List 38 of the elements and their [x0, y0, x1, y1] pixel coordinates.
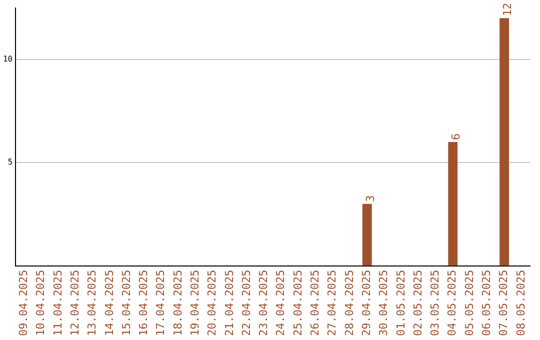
x-tick-label: 10.04.2025 — [34, 270, 48, 336]
x-tick-label: 30.04.2025 — [377, 270, 390, 336]
y-tick-label: 10 — [2, 54, 13, 64]
y-tick-label: 5 — [8, 158, 13, 167]
data-label: 12 — [501, 2, 514, 16]
x-tick-label: 11.04.2025 — [51, 270, 64, 336]
bar — [362, 204, 372, 266]
x-tick-label: 08.05.2025 — [514, 270, 528, 336]
x-tick-label: 21.04.2025 — [222, 270, 236, 336]
x-tick-label: 23.04.2025 — [257, 270, 270, 336]
x-tick-label: 14.04.2025 — [102, 270, 116, 336]
x-tick-label: 27.04.2025 — [326, 270, 339, 336]
x-tick-label: 18.04.2025 — [171, 270, 184, 336]
x-tick-label: 03.05.2025 — [428, 270, 442, 336]
x-tick-label: 25.04.2025 — [291, 270, 304, 336]
x-tick-label: 04.05.2025 — [446, 270, 459, 336]
x-tick-label: 05.05.2025 — [462, 270, 476, 336]
data-label: 6 — [450, 133, 463, 140]
bar — [500, 18, 509, 266]
x-tick-label: 15.04.2025 — [120, 270, 133, 336]
data-label: 3 — [364, 195, 377, 202]
x-tick-label: 07.05.2025 — [497, 270, 510, 336]
x-tick-label: 26.04.2025 — [308, 270, 322, 336]
x-tick-label: 20.04.2025 — [206, 270, 219, 336]
x-tick-label: 17.04.2025 — [154, 270, 168, 336]
bar — [448, 142, 458, 266]
x-tick-label: 06.05.2025 — [480, 270, 493, 336]
x-tick-label: 19.04.2025 — [188, 270, 202, 336]
x-tick-label: 02.05.2025 — [411, 270, 424, 336]
x-tick-label: 09.04.2025 — [17, 270, 30, 336]
x-tick-label: 01.05.2025 — [394, 270, 408, 336]
x-tick-label: 28.04.2025 — [342, 270, 356, 336]
x-tick-label: 22.04.2025 — [240, 270, 253, 336]
x-tick-label: 29.04.2025 — [360, 270, 373, 336]
x-tick-label: 24.04.2025 — [274, 270, 288, 336]
x-tick-label: 16.04.2025 — [137, 270, 150, 336]
x-tick-label: 13.04.2025 — [86, 270, 99, 336]
x-tick-label: 12.04.2025 — [68, 270, 82, 336]
